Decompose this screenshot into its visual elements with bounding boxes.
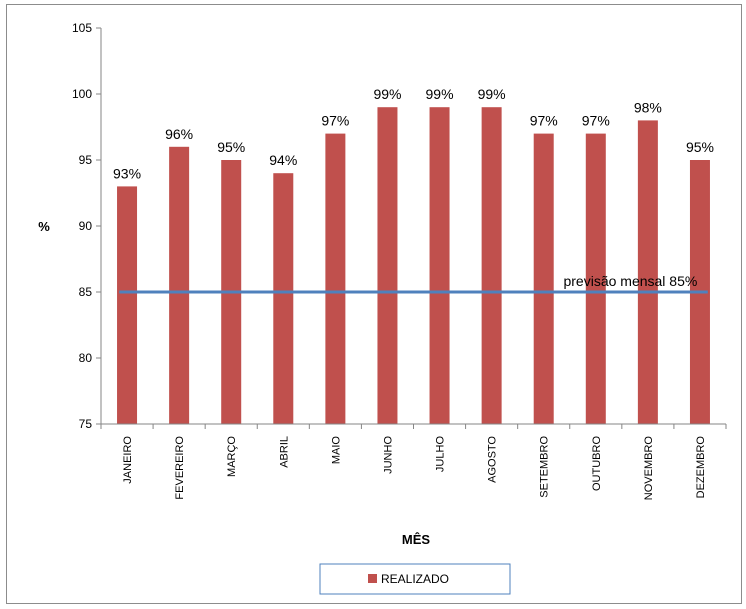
- y-axis-title: %: [38, 219, 50, 234]
- bar: [377, 107, 398, 424]
- reference-line-group: previsão mensal 85%: [119, 273, 708, 294]
- category-label: NOVEMBRO: [643, 436, 655, 501]
- bars: [117, 107, 710, 425]
- y-tick-label: 75: [79, 417, 93, 431]
- y-tick-label: 80: [79, 351, 93, 365]
- category-label: JULHO: [435, 436, 447, 473]
- legend-box: [319, 563, 511, 595]
- data-labels: 93% 96% 95% 94% 97% 99% 99% 99% 97% 97% 98% 95%: [113, 86, 714, 181]
- y-tick-label: 105: [72, 21, 92, 35]
- bar: [325, 133, 346, 424]
- bar: [637, 120, 658, 425]
- bar: [169, 146, 190, 425]
- bar: [481, 107, 502, 424]
- legend-label: REALIZADO: [381, 572, 449, 586]
- data-label: 97%: [530, 113, 558, 129]
- category-label: FEVEREIRO: [174, 436, 186, 500]
- bar: [585, 133, 606, 424]
- data-label: 99%: [373, 86, 401, 102]
- bar: [533, 133, 554, 424]
- x-axis-title: MÊS: [402, 532, 431, 547]
- y-tick-label: 85: [79, 285, 93, 299]
- category-label: MARÇO: [226, 436, 238, 477]
- bar: [117, 186, 138, 424]
- category-label: AGOSTO: [487, 436, 499, 483]
- data-label: 97%: [582, 113, 610, 129]
- data-label: 93%: [113, 165, 141, 181]
- data-label: 99%: [478, 86, 506, 102]
- category-label: DEZEMBRO: [695, 436, 707, 499]
- category-label: JUNHO: [382, 436, 394, 474]
- reference-line-label: previsão mensal 85%: [563, 273, 697, 289]
- category-label: ABRIL: [278, 436, 290, 468]
- y-tick-label: 100: [72, 87, 92, 101]
- category-label: JANEIRO: [122, 436, 134, 484]
- data-label: 95%: [217, 139, 245, 155]
- y-tick-label: 95: [79, 153, 93, 167]
- category-label: SETEMBRO: [539, 436, 551, 498]
- y-tick-label: 90: [79, 219, 93, 233]
- category-labels: JANEIRO FEVEREIRO MARÇO ABRIL MAIO JUNHO JULHO…: [122, 436, 707, 501]
- data-label: 99%: [426, 86, 454, 102]
- category-label: MAIO: [330, 436, 342, 465]
- y-axis-ticks: 75 80 85 90 95 100 105: [72, 21, 101, 431]
- category-label: OUTUBRO: [591, 436, 603, 491]
- data-label: 95%: [686, 139, 714, 155]
- data-label: 98%: [634, 99, 662, 115]
- legend-swatch: [368, 574, 377, 583]
- data-label: 97%: [321, 113, 349, 129]
- bar: [273, 173, 294, 424]
- bar: [429, 107, 450, 424]
- data-label: 94%: [269, 152, 297, 168]
- x-axis-ticks: [100, 424, 727, 429]
- legend: REALIZADO: [319, 563, 511, 595]
- data-label: 96%: [165, 126, 193, 142]
